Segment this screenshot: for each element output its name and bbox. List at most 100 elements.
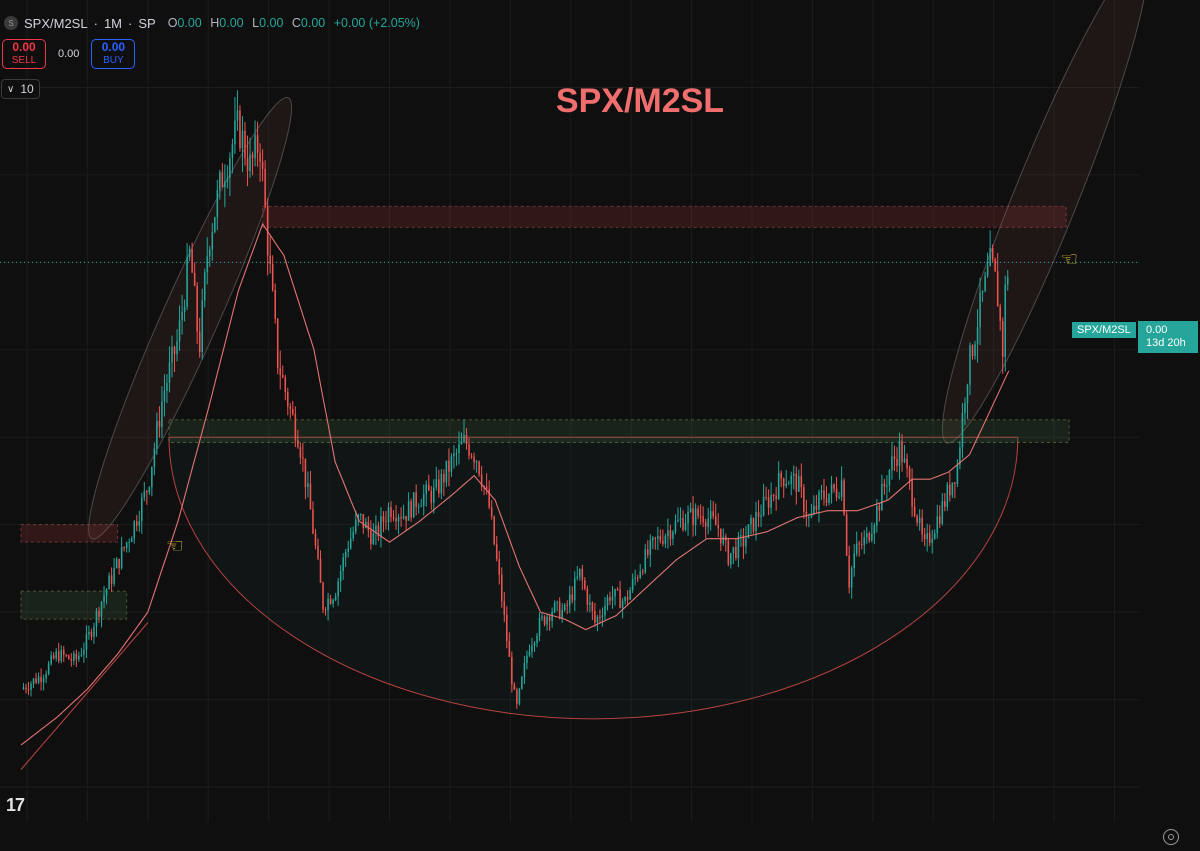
sell-button[interactable]: 0.00 SELL: [2, 39, 46, 69]
candle-body: [279, 367, 282, 376]
candle: [553, 600, 556, 614]
candle: [996, 252, 999, 307]
candle: [989, 230, 991, 267]
candle-body: [830, 484, 833, 494]
candle-body: [868, 533, 871, 541]
candle: [498, 550, 501, 585]
candle-body: [566, 604, 568, 606]
candle: [181, 294, 183, 335]
candle-body: [173, 346, 176, 355]
candle: [949, 472, 951, 502]
candle-body: [762, 496, 765, 516]
candle-body: [888, 470, 891, 486]
candle-body: [573, 578, 576, 601]
candle: [493, 515, 495, 546]
candle: [171, 335, 173, 378]
symbol-title[interactable]: SPX/M2SL: [24, 15, 88, 31]
candle-body: [896, 458, 898, 466]
candle-body: [518, 688, 521, 704]
candle: [805, 499, 808, 527]
candle-body: [475, 461, 478, 463]
candle: [450, 453, 453, 477]
candle: [803, 483, 805, 519]
candle: [657, 526, 659, 551]
indicators-toggle-button[interactable]: ∨ 10: [1, 79, 40, 99]
candle-body: [629, 590, 631, 600]
candle: [377, 521, 380, 542]
candle-body: [976, 327, 979, 345]
candle-body: [422, 494, 425, 506]
candle-body: [246, 157, 249, 172]
candle-body: [123, 547, 125, 549]
candle-body: [113, 568, 115, 584]
candle: [276, 317, 279, 375]
candle-body: [294, 414, 297, 440]
candle: [168, 346, 171, 393]
candle: [860, 532, 863, 550]
candle: [440, 469, 443, 500]
candle: [964, 397, 966, 426]
candle-body: [352, 531, 355, 539]
candle: [709, 499, 712, 531]
candle-body: [292, 408, 294, 415]
candle-body: [944, 501, 946, 507]
moving-average-line: [20, 222, 1010, 746]
candle: [495, 536, 498, 562]
candle-body: [523, 663, 526, 678]
candle-body: [979, 292, 981, 328]
candle-body: [135, 521, 138, 526]
candle-body: [689, 508, 692, 512]
candle: [354, 510, 357, 535]
candle-body: [951, 482, 954, 496]
candle: [246, 135, 249, 187]
candle: [616, 587, 619, 591]
candle-body: [818, 492, 820, 510]
candle: [765, 486, 767, 501]
candle: [677, 507, 679, 523]
candle: [90, 628, 93, 641]
candle-body: [397, 517, 400, 522]
candle: [412, 492, 415, 518]
candle: [183, 299, 186, 322]
candle: [219, 169, 221, 200]
candle: [792, 465, 795, 490]
candle: [1006, 270, 1009, 291]
candle: [251, 151, 254, 176]
gear-icon[interactable]: [1163, 829, 1179, 845]
candle-body: [141, 497, 143, 522]
candle-body: [380, 516, 382, 537]
spread-value: 0.00: [58, 48, 80, 60]
candle: [891, 441, 893, 480]
candle-body: [913, 506, 916, 516]
candle-body: [276, 318, 279, 368]
tradingview-logo-icon[interactable]: 17: [6, 795, 25, 815]
candle-body: [714, 516, 717, 526]
interval-label[interactable]: 1M: [103, 15, 122, 31]
candle-body: [229, 157, 231, 179]
low-value: 0.00: [259, 16, 284, 30]
candle: [735, 538, 737, 561]
candle: [151, 466, 153, 497]
candle: [994, 257, 996, 272]
candle-body: [798, 476, 800, 492]
candle: [865, 527, 868, 544]
candle-body: [931, 538, 934, 543]
candle: [115, 556, 118, 569]
candle: [322, 581, 324, 614]
candle-body: [420, 505, 422, 507]
candle: [410, 498, 412, 522]
candle-body: [146, 490, 148, 493]
buy-button[interactable]: 0.00 BUY: [91, 39, 136, 69]
candle: [649, 534, 652, 567]
candle: [770, 482, 772, 515]
candle-body: [90, 631, 93, 637]
candle: [591, 601, 594, 621]
candle: [976, 309, 979, 363]
candle: [201, 288, 203, 360]
candle-body: [609, 597, 611, 601]
candle-body: [506, 614, 508, 642]
time-axis[interactable]: [0, 822, 1200, 851]
candle: [206, 237, 209, 285]
candle: [392, 510, 395, 522]
